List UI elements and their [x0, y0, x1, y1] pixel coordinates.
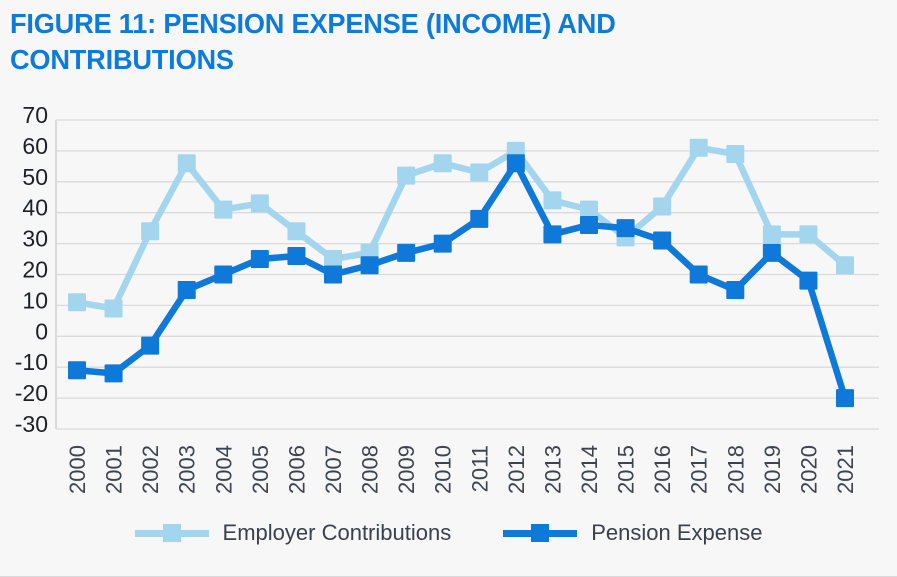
x-axis-tick-label: 2004 [211, 445, 236, 494]
chart-legend: Employer Contributions Pension Expense [0, 520, 897, 546]
pension-expense-marker [324, 265, 342, 284]
pension-expense-marker [506, 154, 525, 173]
y-axis-tick-label: 60 [22, 133, 48, 159]
employer-contributions-line [76, 144, 848, 312]
pension-expense-marker [68, 361, 86, 380]
employer-contributions-marker [799, 225, 818, 244]
x-axis-tick-label: 2000 [65, 445, 90, 494]
pension-expense-marker [726, 280, 745, 299]
pension-expense-marker [250, 250, 269, 269]
y-axis-tick-label: 40 [22, 195, 48, 221]
employer-contributions-marker [287, 222, 306, 241]
y-axis-tick-label: 10 [22, 287, 48, 313]
y-axis-tick-label: 0 [35, 318, 48, 344]
x-axis-tick-label: 2009 [394, 445, 419, 494]
pension-expense-marker [543, 225, 562, 244]
y-axis-tick-label: 70 [22, 102, 48, 128]
y-axis-tick-label: -10 [15, 349, 48, 375]
pension-expense-marker [397, 243, 416, 262]
x-axis-tick-label: 2018 [723, 445, 748, 494]
y-axis-tick-label: -20 [15, 380, 48, 406]
x-axis-tick-label: 2001 [102, 445, 127, 494]
employer-contributions-marker [250, 194, 269, 213]
employer-contributions-marker [726, 144, 745, 163]
employer-contributions-marker [177, 154, 196, 173]
pension-expense-line [76, 160, 849, 400]
employer-contributions-marker [141, 222, 160, 241]
employer-contributions-marker [68, 293, 86, 312]
y-axis-tick-label: 20 [22, 257, 48, 283]
x-axis-tick-label: 2017 [687, 445, 712, 494]
employer-contributions-marker [543, 191, 562, 210]
pension-expense-marker [214, 265, 233, 284]
legend-label: Employer Contributions [222, 520, 452, 545]
y-axis-tick-label: 30 [22, 226, 48, 252]
employer-contributions-marker [580, 200, 598, 219]
x-axis-tick-label: 2006 [284, 445, 309, 494]
pension-expense-marker [616, 219, 635, 238]
x-axis-tick-label: 2021 [833, 445, 858, 494]
chart-canvas: -30 -20 -10 0 10 20 30 40 50 60 70 2000 2001 2002 2003… [15, 102, 879, 494]
legend-item-employer-contributions: Employer Contributions [134, 520, 452, 546]
x-axis-tick-label: 2005 [248, 445, 273, 494]
pension-expense-marker [470, 209, 489, 228]
employer-contributions-marker [653, 197, 672, 216]
employer-contributions-marker [104, 299, 123, 318]
employer-contributions-marker [836, 256, 854, 275]
y-axis-tick-label: -30 [15, 411, 48, 437]
x-axis-tick-label: 2015 [614, 445, 639, 494]
x-axis-tick-label: 2008 [358, 445, 383, 494]
pension-expense-marker [762, 243, 781, 262]
pension-expense-marker [104, 364, 123, 383]
legend-item-pension-expense: Pension Expense [503, 520, 762, 546]
x-axis-tick-label: 2016 [650, 445, 675, 494]
pension-expense-marker [287, 246, 306, 265]
x-axis-tick-label: 2003 [175, 445, 200, 494]
employer-contributions-marker [689, 138, 708, 157]
x-axis-tick-label: 2020 [796, 445, 821, 494]
pension-expense-marker [141, 336, 160, 355]
employer-contributions-marker [214, 200, 233, 219]
employer-contributions-marker [433, 154, 452, 173]
x-axis-tick-label: 2002 [138, 445, 163, 494]
x-axis-tick-label: 2013 [540, 445, 565, 494]
pension-expense-marker [799, 271, 818, 290]
legend-line-marker-icon [134, 524, 209, 542]
x-axis-tick-label: 2010 [431, 445, 456, 494]
x-axis-tick-label: 2012 [504, 445, 529, 494]
legend-line-marker-icon [503, 524, 578, 542]
employer-contributions-marker [397, 166, 416, 185]
x-axis-tick-label: 2007 [321, 445, 346, 494]
legend-label: Pension Expense [591, 520, 763, 545]
figure-title: FIGURE 11: PENSION EXPENSE (INCOME) AND … [10, 8, 616, 75]
pension-expense-marker [177, 280, 196, 299]
x-axis-tick-label: 2019 [760, 445, 785, 494]
x-axis-tick-label: 2014 [577, 445, 602, 494]
employer-contributions-marker [470, 163, 489, 182]
pension-expense-marker [653, 231, 672, 250]
pension-expense-marker [433, 234, 452, 253]
y-axis-tick-label: 50 [22, 164, 48, 190]
employer-contributions-marker [324, 250, 342, 269]
pension-expense-marker [689, 265, 708, 284]
pension-expense-marker [580, 216, 598, 235]
employer-contributions-marker [762, 225, 781, 244]
pension-expense-marker [836, 389, 854, 408]
pension-expense-marker [360, 256, 379, 275]
x-axis-tick-label: 2011 [467, 445, 492, 492]
